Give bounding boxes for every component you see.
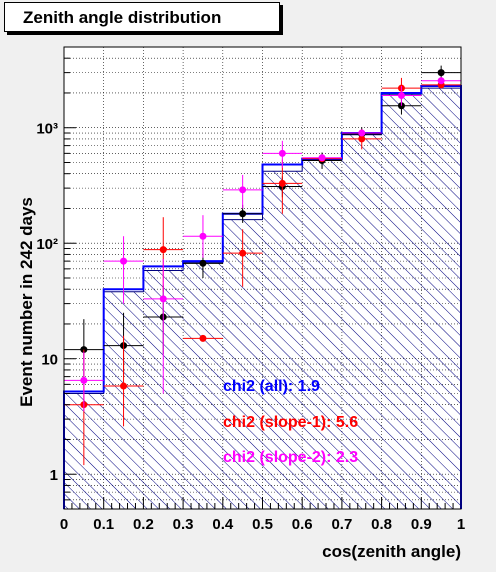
data-point	[120, 257, 128, 265]
chi2-annotation: chi2 (slope-1): 5.6	[223, 414, 358, 431]
data-point	[80, 376, 88, 384]
hist-bar	[183, 262, 223, 509]
data-point	[437, 77, 445, 85]
x-tick-label: 0.9	[411, 516, 432, 533]
x-tick-label: 0.8	[371, 516, 392, 533]
annotations: chi2 (all): 1.9 chi2 (slope-1): 5.6 chi2 (…	[223, 378, 358, 466]
chart-title-box: Zenith angle distribution	[4, 2, 280, 32]
data-points	[64, 65, 461, 466]
y-tick-label: 10	[41, 352, 58, 369]
data-point	[318, 154, 326, 162]
data-point	[159, 246, 167, 254]
chi2-annotation: chi2 (slope-2): 2.3	[223, 449, 358, 466]
axes: 0 0.1 0.2 0.3 0.4 0.5 0.6 0.7 0.8 0.9 1 1 10 10² 10³	[36, 46, 465, 533]
data-point	[159, 295, 167, 303]
x-tick-label: 0.2	[133, 516, 154, 533]
data-point	[397, 92, 405, 100]
x-tick-label: 0	[60, 516, 68, 533]
chart-title: Zenith angle distribution	[23, 8, 222, 27]
data-point	[278, 149, 286, 157]
data-point	[199, 232, 207, 240]
hist-bar	[421, 88, 461, 509]
x-tick-label: 0.5	[252, 516, 273, 533]
data-point	[239, 186, 247, 194]
x-tick-label: 0.6	[292, 516, 313, 533]
data-point	[358, 129, 366, 137]
x-tick-label: 0.4	[212, 516, 234, 533]
hist-bar	[262, 171, 303, 510]
hist-bar	[302, 159, 342, 509]
data-point	[120, 382, 128, 390]
x-tick-label: 0.7	[331, 516, 352, 533]
x-tick-label: 0.3	[173, 516, 194, 533]
data-point	[239, 249, 247, 257]
histograms	[63, 84, 462, 510]
data-point	[199, 259, 207, 267]
x-tick-label: 1	[457, 516, 465, 533]
x-axis-label: cos(zenith angle)	[322, 542, 461, 561]
y-tick-label: 10²	[36, 236, 58, 253]
x-tick-label: 0.1	[93, 516, 114, 533]
data-point	[278, 179, 286, 187]
chi2-annotation: chi2 (all): 1.9	[223, 378, 320, 395]
y-tick-label: 1	[50, 467, 58, 484]
data-point	[199, 334, 207, 342]
hist-bar	[381, 94, 422, 509]
data-point	[437, 69, 445, 77]
hist-bar	[341, 134, 382, 510]
y-axis-label: Event number in 242 days	[17, 197, 36, 407]
data-point	[358, 135, 366, 143]
data-point	[239, 210, 247, 218]
y-tick-label: 10³	[36, 121, 58, 138]
